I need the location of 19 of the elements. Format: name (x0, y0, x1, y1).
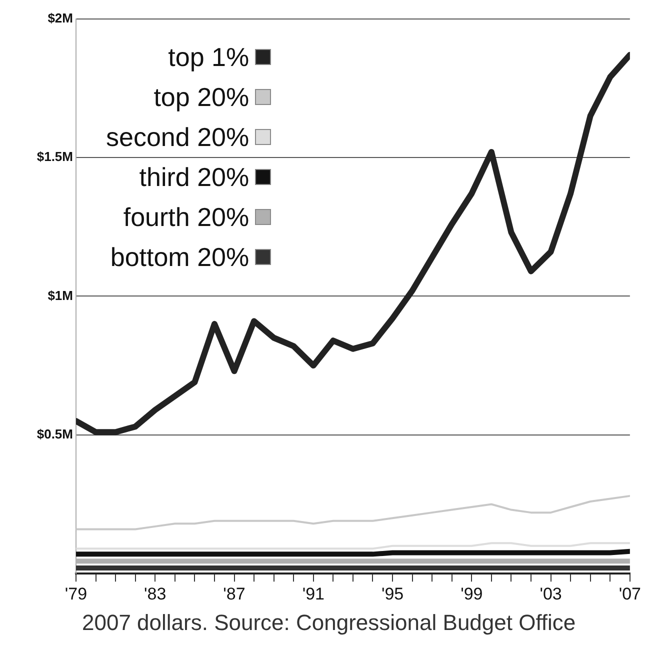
y-tick-label: $1.5M (36, 149, 73, 164)
x-tick-label: '07 (618, 584, 641, 604)
x-tick-label: '79 (64, 584, 88, 604)
legend-label: bottom 20% (110, 241, 250, 274)
x-tick-label: '95 (381, 584, 404, 604)
legend-label: top 1% (168, 41, 250, 74)
legend-label: top 20% (154, 81, 250, 114)
x-tick-label: '99 (460, 584, 483, 604)
x-tick-label: '03 (540, 584, 562, 604)
legend-label: third 20% (139, 161, 250, 194)
text: 2007 dollars. Source: Congressional Budget Office (82, 610, 577, 636)
x-tick-label: '87 (223, 584, 246, 604)
legend-label: fourth 20% (123, 201, 250, 234)
legend-label: second 20% (106, 121, 250, 154)
x-tick-label: '91 (302, 584, 324, 604)
y-tick-label: $0.5M (36, 426, 73, 442)
x-tick-label: '83 (144, 584, 166, 604)
y-tick-label: $2M (48, 10, 73, 26)
y-tick-label: $1M (48, 288, 73, 303)
